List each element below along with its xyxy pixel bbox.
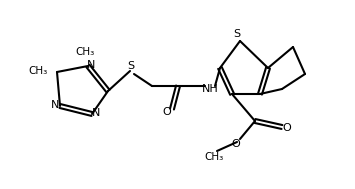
Text: N: N: [51, 100, 59, 110]
Text: O: O: [163, 107, 171, 117]
Text: O: O: [283, 123, 291, 133]
Text: CH₃: CH₃: [28, 66, 48, 76]
Text: N: N: [87, 60, 95, 70]
Text: CH₃: CH₃: [204, 152, 224, 162]
Text: NH: NH: [202, 84, 218, 94]
Text: S: S: [127, 61, 135, 71]
Text: S: S: [234, 29, 241, 39]
Text: O: O: [231, 139, 240, 149]
Text: CH₃: CH₃: [75, 47, 95, 57]
Text: N: N: [92, 108, 100, 118]
